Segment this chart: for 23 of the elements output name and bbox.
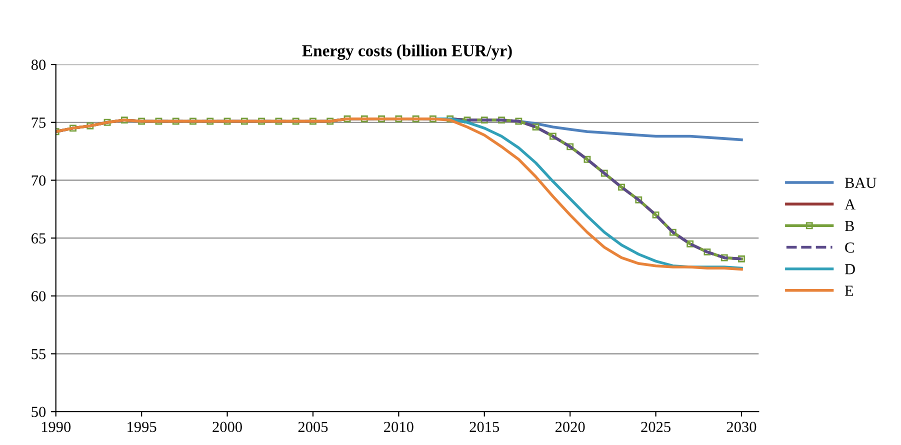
x-tick-label: 2000	[212, 422, 242, 432]
legend-label: D	[844, 264, 855, 274]
y-tick-label: 50	[32, 406, 46, 418]
chart-title: Energy costs (billion EUR/yr)	[302, 44, 512, 60]
y-tick-label: 55	[32, 349, 46, 360]
legend-label: BAU	[844, 178, 876, 188]
x-tick-label: 2030	[726, 422, 756, 432]
y-tick-label: 80	[31, 60, 46, 70]
x-tick-label: 1990	[42, 422, 71, 432]
x-tick-label: 2010	[384, 422, 414, 432]
legend-label: E	[844, 286, 854, 296]
x-tick-label: 2020	[555, 422, 585, 432]
legend-label: A	[844, 199, 856, 210]
legend-label: B	[844, 220, 854, 232]
x-tick-label: 2025	[641, 422, 670, 432]
x-tick-label: 2015	[470, 422, 500, 432]
y-tick-label: 70	[32, 175, 46, 186]
y-tick-label: 65	[32, 233, 46, 244]
x-tick-label: 2005	[298, 422, 328, 432]
legend-label: C	[845, 242, 854, 253]
x-tick-label: 1995	[128, 422, 156, 432]
y-tick-label: 75	[32, 118, 46, 128]
y-tick-label: 60	[32, 291, 46, 302]
